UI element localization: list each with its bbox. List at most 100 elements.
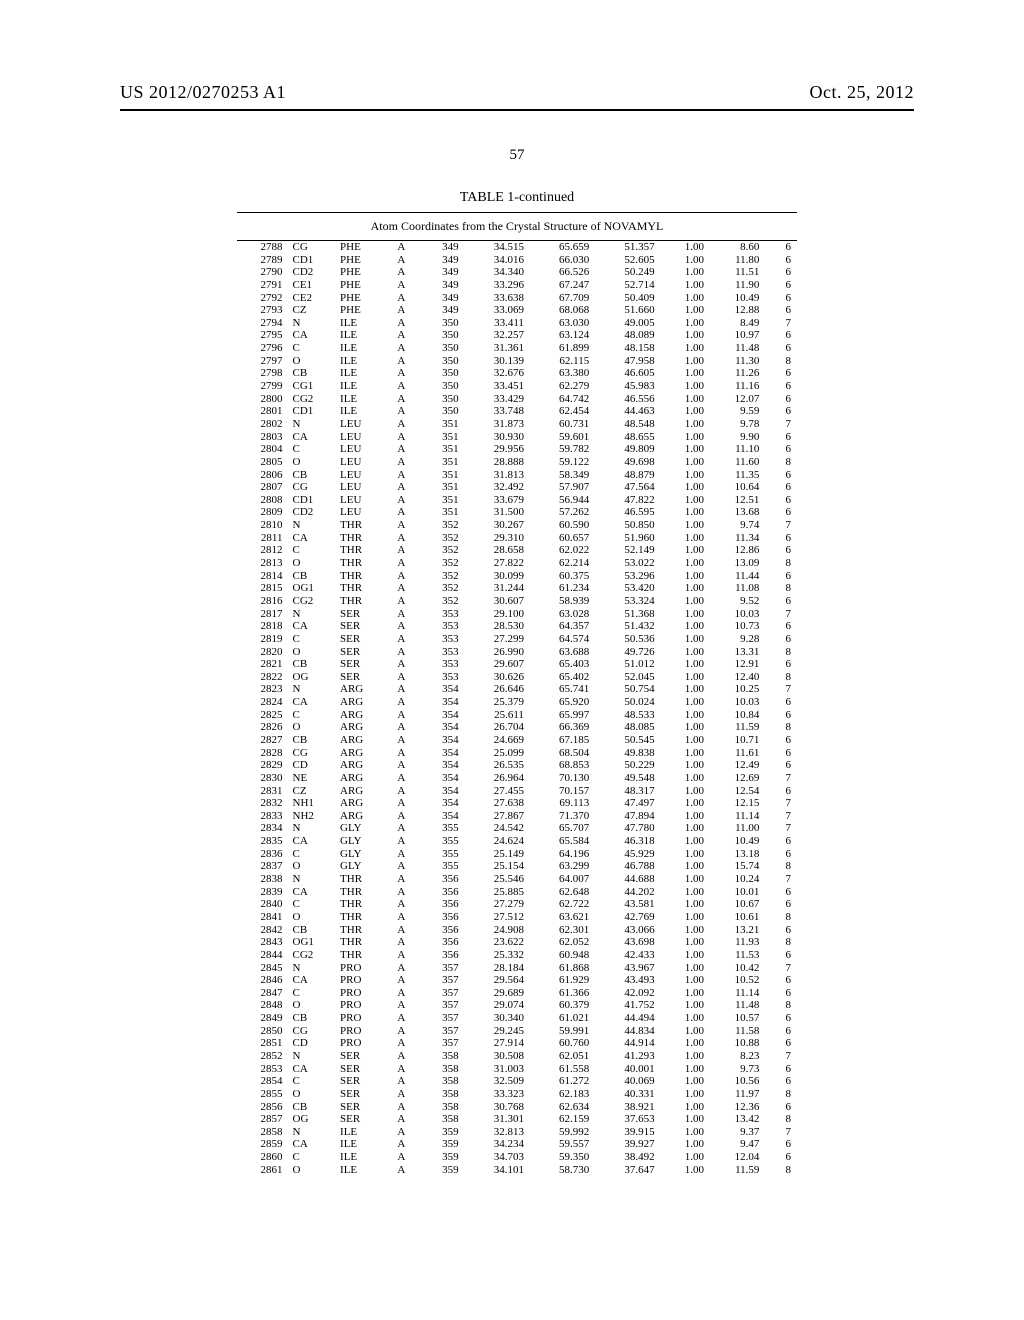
cell-el: 8 — [763, 1164, 797, 1177]
cell-res: LEU — [336, 431, 384, 444]
table-row: 2838NTHRA35625.54664.00744.6881.0010.247 — [237, 873, 797, 886]
cell-idx: 2850 — [237, 1025, 287, 1038]
cell-ch: A — [384, 544, 420, 557]
cell-seq: 351 — [419, 481, 463, 494]
cell-z: 45.929 — [593, 848, 658, 861]
cell-res: ILE — [336, 329, 384, 342]
cell-y: 57.262 — [528, 506, 593, 519]
cell-idx: 2804 — [237, 443, 287, 456]
cell-x: 34.101 — [463, 1164, 528, 1177]
cell-res: ARG — [336, 785, 384, 798]
cell-el: 7 — [763, 317, 797, 330]
cell-bf: 9.74 — [708, 519, 763, 532]
cell-atom: O — [287, 911, 337, 924]
cell-y: 58.349 — [528, 469, 593, 482]
cell-atom: C — [287, 898, 337, 911]
cell-y: 63.028 — [528, 608, 593, 621]
cell-z: 48.085 — [593, 721, 658, 734]
cell-seq: 354 — [419, 797, 463, 810]
cell-idx: 2847 — [237, 987, 287, 1000]
cell-atom: CD1 — [287, 494, 337, 507]
cell-y: 68.853 — [528, 759, 593, 772]
cell-bf: 11.59 — [708, 721, 763, 734]
cell-ch: A — [384, 822, 420, 835]
cell-atom: C — [287, 1075, 337, 1088]
cell-occ: 1.00 — [659, 1025, 708, 1038]
cell-seq: 351 — [419, 418, 463, 431]
cell-seq: 357 — [419, 974, 463, 987]
cell-atom: CD — [287, 1037, 337, 1050]
cell-bf: 11.34 — [708, 532, 763, 545]
cell-ch: A — [384, 1101, 420, 1114]
cell-x: 27.638 — [463, 797, 528, 810]
cell-idx: 2831 — [237, 785, 287, 798]
cell-res: ILE — [336, 1164, 384, 1177]
table-row: 2840CTHRA35627.27962.72243.5811.0010.676 — [237, 898, 797, 911]
cell-z: 49.005 — [593, 317, 658, 330]
cell-ch: A — [384, 494, 420, 507]
cell-res: ARG — [336, 797, 384, 810]
cell-ch: A — [384, 835, 420, 848]
cell-atom: CG2 — [287, 949, 337, 962]
cell-idx: 2854 — [237, 1075, 287, 1088]
cell-idx: 2848 — [237, 999, 287, 1012]
cell-atom: CG — [287, 747, 337, 760]
cell-idx: 2821 — [237, 658, 287, 671]
cell-seq: 350 — [419, 405, 463, 418]
cell-seq: 349 — [419, 241, 463, 254]
table-row: 2796CILEA35031.36161.89948.1581.0011.486 — [237, 342, 797, 355]
cell-idx: 2860 — [237, 1151, 287, 1164]
cell-idx: 2822 — [237, 671, 287, 684]
cell-occ: 1.00 — [659, 911, 708, 924]
table-row: 2800CG2ILEA35033.42964.74246.5561.0012.0… — [237, 393, 797, 406]
cell-z: 47.564 — [593, 481, 658, 494]
cell-x: 26.964 — [463, 772, 528, 785]
cell-x: 29.956 — [463, 443, 528, 456]
cell-y: 66.369 — [528, 721, 593, 734]
cell-res: PRO — [336, 1012, 384, 1025]
table-row: 2828CGARGA35425.09968.50449.8381.0011.61… — [237, 747, 797, 760]
cell-bf: 12.04 — [708, 1151, 763, 1164]
cell-x: 32.492 — [463, 481, 528, 494]
cell-el: 8 — [763, 1088, 797, 1101]
cell-ch: A — [384, 797, 420, 810]
cell-y: 68.068 — [528, 304, 593, 317]
cell-occ: 1.00 — [659, 506, 708, 519]
cell-z: 49.726 — [593, 646, 658, 659]
cell-atom: O — [287, 721, 337, 734]
table-row: 2821CBSERA35329.60765.40351.0121.0012.91… — [237, 658, 797, 671]
cell-el: 7 — [763, 608, 797, 621]
cell-z: 44.914 — [593, 1037, 658, 1050]
cell-res: SER — [336, 633, 384, 646]
cell-occ: 1.00 — [659, 582, 708, 595]
cell-el: 6 — [763, 1012, 797, 1025]
cell-ch: A — [384, 620, 420, 633]
cell-bf: 12.49 — [708, 759, 763, 772]
cell-bf: 10.49 — [708, 292, 763, 305]
cell-idx: 2791 — [237, 279, 287, 292]
cell-res: GLY — [336, 848, 384, 861]
cell-occ: 1.00 — [659, 683, 708, 696]
cell-occ: 1.00 — [659, 1075, 708, 1088]
cell-atom: C — [287, 987, 337, 1000]
table-row: 2804CLEUA35129.95659.78249.8091.0011.106 — [237, 443, 797, 456]
cell-x: 30.768 — [463, 1101, 528, 1114]
cell-x: 29.245 — [463, 1025, 528, 1038]
cell-y: 62.454 — [528, 405, 593, 418]
cell-res: PRO — [336, 962, 384, 975]
cell-res: PHE — [336, 292, 384, 305]
cell-res: PHE — [336, 279, 384, 292]
cell-el: 7 — [763, 797, 797, 810]
cell-idx: 2828 — [237, 747, 287, 760]
cell-atom: CG — [287, 241, 337, 254]
cell-res: ILE — [336, 1138, 384, 1151]
cell-ch: A — [384, 1138, 420, 1151]
cell-ch: A — [384, 1063, 420, 1076]
cell-seq: 354 — [419, 683, 463, 696]
cell-seq: 358 — [419, 1063, 463, 1076]
cell-y: 67.709 — [528, 292, 593, 305]
cell-x: 25.099 — [463, 747, 528, 760]
cell-occ: 1.00 — [659, 570, 708, 583]
cell-ch: A — [384, 393, 420, 406]
cell-z: 43.967 — [593, 962, 658, 975]
